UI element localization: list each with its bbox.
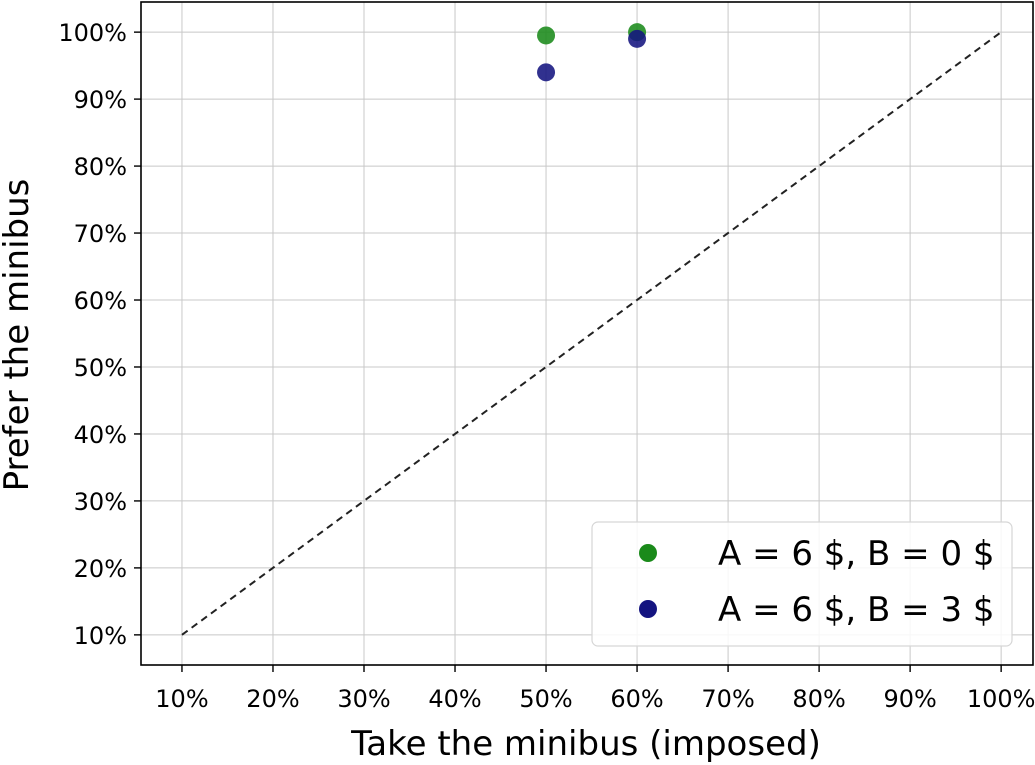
grid-lines — [141, 2, 1033, 665]
legend-box — [591, 521, 1013, 647]
y-tick-label: 100% — [58, 19, 127, 47]
data-point-series-1 — [537, 26, 556, 45]
x-tick-label: 80% — [792, 685, 845, 713]
y-tick-label: 10% — [74, 622, 127, 650]
x-tick-label: 70% — [701, 685, 754, 713]
y-tick-label: 50% — [74, 354, 127, 382]
data-point-series-2 — [537, 63, 556, 82]
legend-entry-label: A = 6 $, B = 3 $ — [718, 590, 995, 630]
data-points — [537, 23, 647, 82]
y-tick-label: 70% — [74, 220, 127, 248]
y-tick-label: 40% — [74, 421, 127, 449]
x-axis-label: Take the minibus (imposed) — [350, 724, 821, 764]
legend-marker — [639, 544, 657, 562]
y-tick-label: 20% — [74, 555, 127, 583]
reference-line — [181, 31, 1002, 636]
plot-frame — [140, 1, 1034, 666]
y-tick-label: 60% — [74, 287, 127, 315]
y-axis-label: Prefer the minibus — [0, 179, 37, 492]
x-tick-label: 100% — [967, 685, 1035, 713]
data-point-series-2 — [628, 29, 647, 48]
axis-ticks: 10% 20% 30% 40% 50% 60% 70% 80% 90% 100% 10% 20% 30%… — [58, 19, 1035, 713]
legend-entry-label: A = 6 $, B = 0 $ — [718, 534, 995, 574]
x-tick-label: 10% — [155, 685, 208, 713]
y-tick-label: 80% — [74, 153, 127, 181]
x-tick-label: 20% — [246, 685, 299, 713]
x-tick-label: 30% — [337, 685, 390, 713]
x-tick-label: 60% — [610, 685, 663, 713]
x-tick-label: 50% — [519, 685, 572, 713]
legend: A = 6 $, B = 0 $ A = 6 $, B = 3 $ — [591, 521, 1013, 647]
y-tick-label: 90% — [74, 86, 127, 114]
x-tick-label: 40% — [428, 685, 481, 713]
x-tick-label: 90% — [883, 685, 936, 713]
legend-marker — [639, 600, 657, 618]
y-tick-label: 30% — [74, 488, 127, 516]
reference-line-group — [181, 31, 1002, 636]
